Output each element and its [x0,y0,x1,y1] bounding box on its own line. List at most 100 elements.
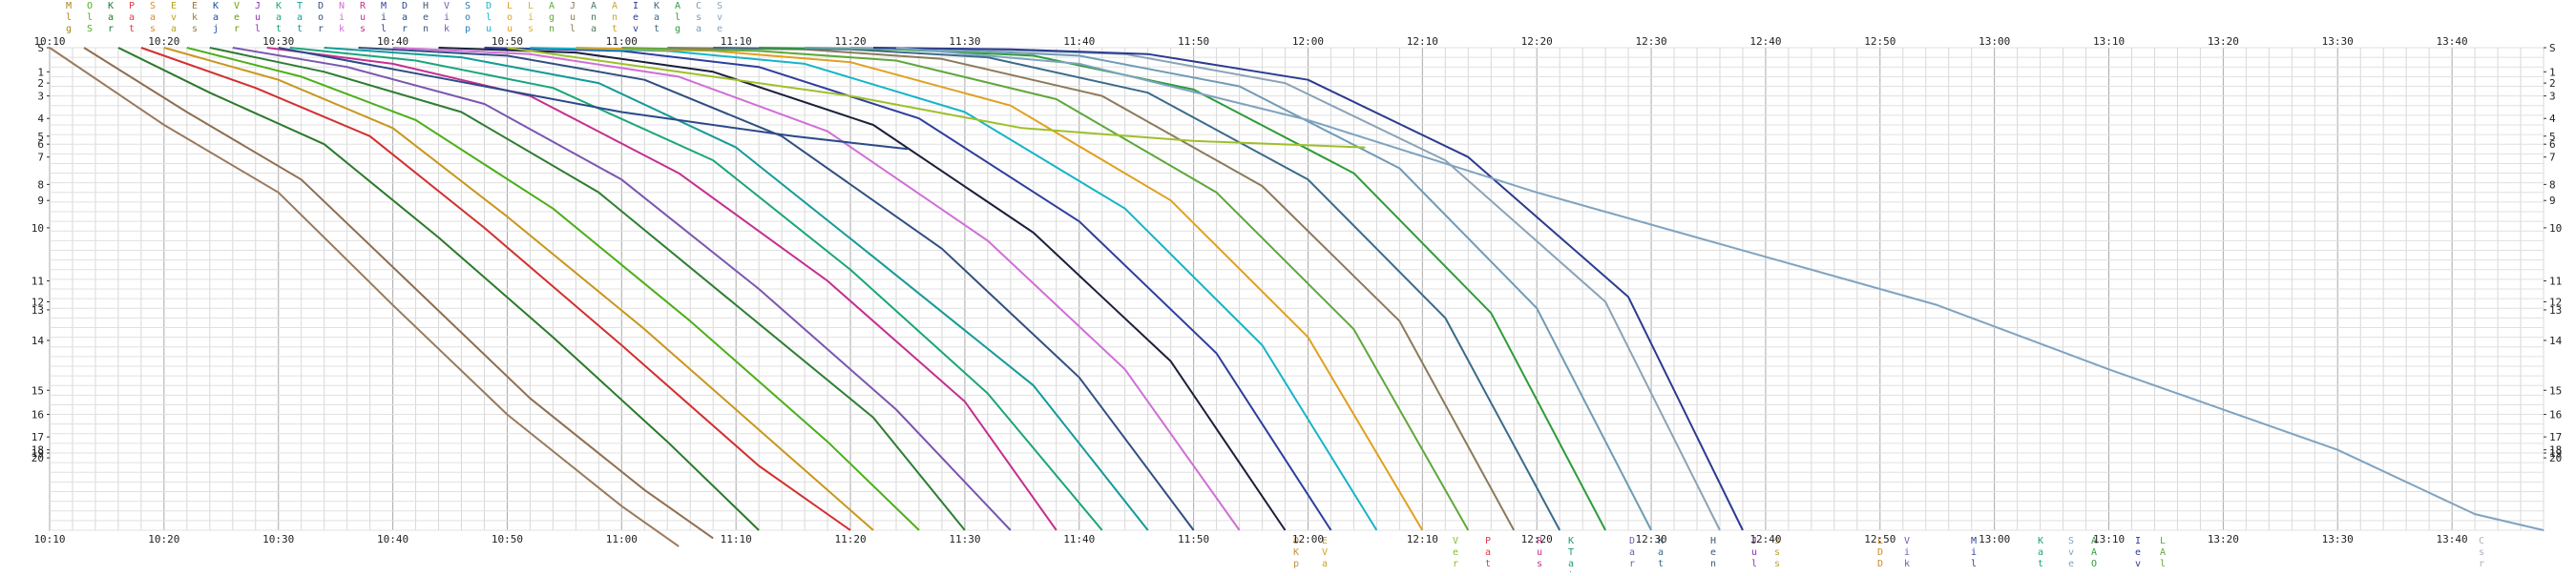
legend-bottom-char: O [2091,559,2097,569]
legend-top-char: a [696,24,702,34]
legend-top-char: g [549,12,555,23]
legend-bottom-char: s [1774,559,1780,569]
legend-top-char: u [486,24,492,34]
legend-bottom-char: n [1710,559,1716,569]
x-top-tick-label: 10:10 [33,35,65,48]
x-top-tick-label: 13:00 [1979,35,2010,48]
x-top-tick-label: 12:50 [1864,35,1895,48]
legend-bottom-char: r [1629,559,1635,569]
series-line-16 [576,47,1424,531]
y-left-tick-label: 8 [37,178,44,191]
y-left-tick-label: S [37,42,44,54]
legend-top-char: L [507,1,513,11]
legend-bottom-char: e [1453,547,1458,558]
series-line-2 [117,47,760,531]
legend-top-char: l [381,24,387,34]
y-right-tick-label: 6 [2549,138,2556,151]
legend-top-char: u [507,24,513,34]
y-left-tick-label: 19 [31,447,44,460]
legend-top-char: o [507,12,513,23]
legend-top-char: l [486,12,492,23]
legend-bottom-char: u [1751,547,1757,558]
legend-bottom-char: s [1774,547,1780,558]
x-top-tick-label: 11:30 [949,35,980,48]
legend-top-char: v [171,12,177,23]
legend-top-char: e [423,12,429,23]
x-bottom-tick-label: 12:50 [1864,533,1895,545]
legend-bottom-char: A [2091,547,2097,558]
legend-bottom-char: P [1485,536,1491,546]
legend-top-char: n [591,12,597,23]
legend-bottom-char: i [1971,547,1977,558]
legend-top-char: s [192,24,198,34]
series-line-14 [484,47,1332,531]
legend-top-char: a [276,12,282,23]
y-right-tick-label: 19 [2549,447,2562,460]
legend-bottom-char: M [1971,536,1977,546]
x-top-tick-label: 10:40 [377,35,408,48]
x-top-tick-label: 12:10 [1407,35,1438,48]
legend-top-char: C [696,1,702,11]
series-line-6 [209,47,966,531]
y-right-tick-label: 11 [2549,276,2562,288]
legend-top-char: s [360,24,366,34]
x-bottom-tick-label: 10:20 [148,533,179,545]
legend-top-char: o [318,12,324,23]
series-line-13 [438,47,1287,531]
x-bottom-tick-label: 10:30 [262,533,294,545]
legend-top-char: D [402,1,408,11]
legend-top-char: R [360,1,367,11]
legend-top-char: u [255,12,261,23]
x-top-tick-label: 11:20 [834,35,866,48]
legend-top-char: a [108,12,114,23]
legend-bottom-char: t [1658,559,1664,569]
series-line-5 [186,47,920,531]
legend-top-char: v [717,12,723,23]
legend-top-char: M [381,1,387,11]
series-line-11 [358,47,1195,531]
legend-top-char: E [171,1,177,11]
legend-bottom-char: l [2160,559,2166,569]
legend-top-char: e [234,12,240,23]
legend-top-char: T [297,1,303,11]
legend-bottom-char: D [1629,536,1635,546]
legend-top-char: D [318,1,324,11]
x-top-tick-label: 11:00 [606,35,638,48]
legend-bottom-char: a [1322,559,1328,569]
x-top-tick-label: 13:10 [2093,35,2125,48]
legend-bottom-char: K [1568,536,1574,546]
legend-top-char: t [297,24,303,34]
y-left-tick-label: 11 [31,276,44,288]
legend-top-char: g [675,24,681,34]
y-right-tick-label: 2 [2549,77,2556,90]
legend-bottom-char: J [1751,536,1757,546]
legend-bottom-char: l [1971,559,1977,569]
x-bottom-tick-label: 12:40 [1749,533,1781,545]
legend-bottom-char: t [2038,559,2043,569]
x-top-tick-label: 11:50 [1178,35,1209,48]
legend-top-char: e [633,12,639,23]
legend-top-char: I [633,1,639,11]
y-left-tick-label: 20 [31,452,44,464]
legend-top-char: A [549,1,555,11]
legend-bottom-char: K [1293,547,1299,558]
legend-bottom-char: e [1710,547,1716,558]
legend-top-char: u [360,12,366,23]
legend-top-char: a [213,12,219,23]
legend-top-char: K [276,1,282,11]
legend-top-char: E [192,1,198,11]
y-right-tick-label: S [2549,42,2556,54]
legend-bottom-char: a [1485,547,1491,558]
legend-bottom-char: r [2479,559,2484,569]
legend-top-char: t [654,24,660,34]
legend-top-char: t [276,24,282,34]
y-right-tick-label: 5 [2549,131,2556,143]
legend-top-char: K [213,1,219,11]
legend-bottom-char: a [1568,559,1574,569]
legend-top-char: j [213,24,219,34]
legend-top-char: K [654,1,660,11]
x-bottom-tick-label: 10:40 [377,533,408,545]
series-line-7 [232,47,1012,531]
legend-top-char: a [150,12,156,23]
